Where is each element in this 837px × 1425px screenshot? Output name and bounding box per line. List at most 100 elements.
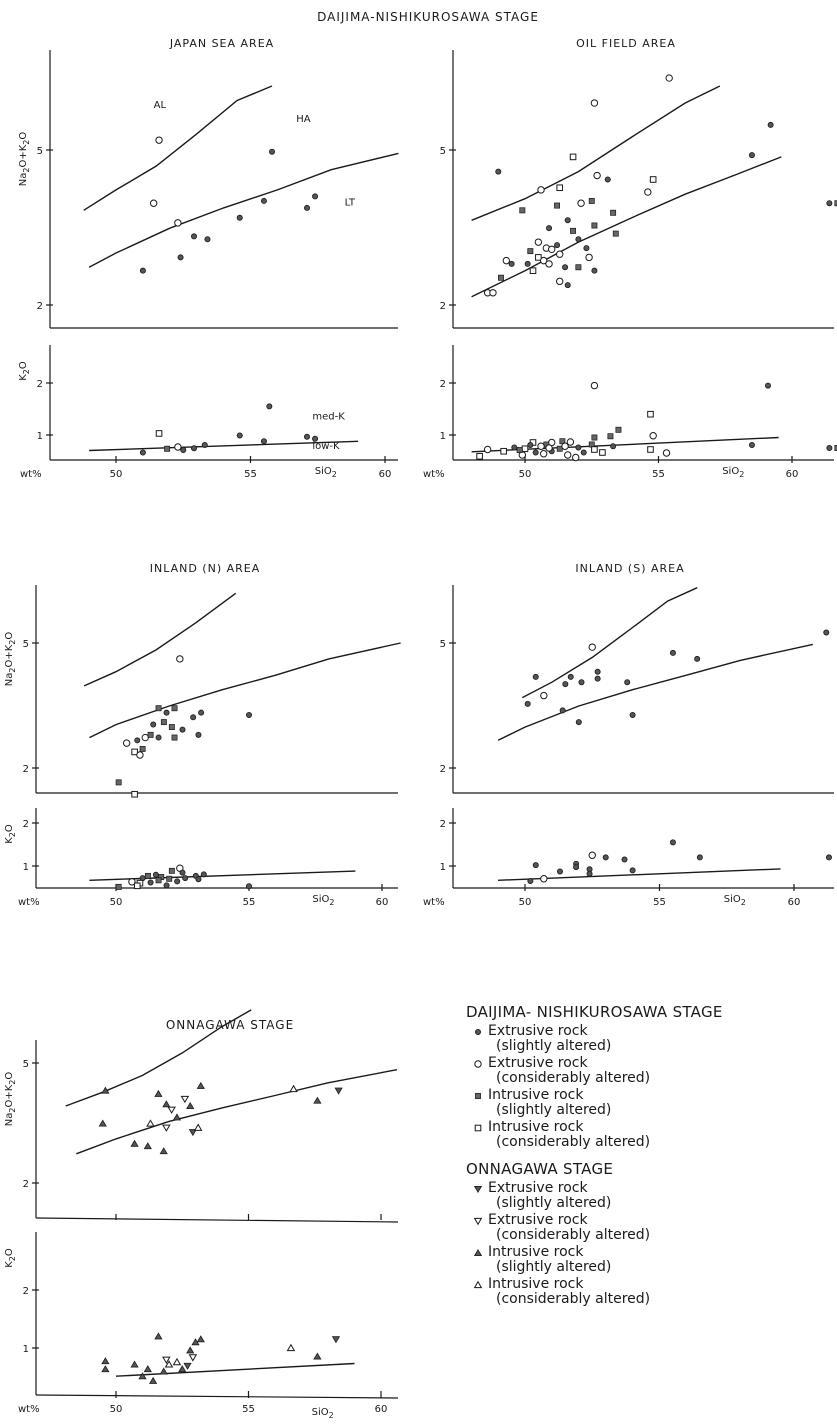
legend-label: Intrusive rock: [488, 1087, 584, 1103]
data-point: [312, 193, 319, 200]
data-point: [136, 751, 144, 759]
data-point: [176, 655, 184, 663]
x-unit-label: wt%: [423, 897, 445, 908]
legend-symbol-icon: [472, 1056, 488, 1070]
data-point: [289, 1084, 298, 1093]
data-point: [147, 731, 154, 738]
data-point: [562, 264, 569, 271]
data-point: [143, 1365, 152, 1373]
data-point: [334, 1087, 343, 1095]
data-point: [624, 679, 631, 686]
data-point: [532, 673, 539, 680]
lower-y-label: K2O: [4, 1248, 17, 1268]
data-point: [141, 733, 149, 742]
data-point: [101, 1086, 110, 1094]
data-point: [155, 136, 163, 144]
data-point: [98, 1119, 107, 1127]
data-point: [101, 1365, 110, 1373]
data-point: [155, 734, 162, 741]
data-point: [154, 1089, 163, 1097]
data-point: [179, 869, 186, 876]
data-point: [245, 883, 252, 890]
panel-title-inland-s: INLAND (S) AREA: [575, 562, 684, 575]
lower-y-tick-label: 2: [23, 819, 29, 830]
data-point: [588, 643, 596, 651]
legend-label: Extrusive rock: [488, 1180, 588, 1196]
data-point: [748, 441, 755, 448]
data-point: [139, 449, 146, 456]
x-unit-label: wt%: [20, 469, 42, 480]
chart-oil-field: OIL FIELD AREA 2 5 1 2 50 55 60 wt% SiO2: [423, 37, 837, 480]
data-point: [748, 152, 755, 159]
data-point: [149, 1376, 158, 1384]
k-divider-line: [89, 870, 356, 881]
legend-sublabel: (considerably altered): [496, 1227, 651, 1243]
legend-sublabel: (slightly altered): [496, 1102, 612, 1118]
data-point: [588, 197, 595, 204]
data-point: [155, 430, 163, 437]
legend-item: Intrusive rock (considerably altered): [472, 1277, 834, 1307]
x-axis-label: SiO2: [312, 1407, 334, 1420]
data-point: [546, 225, 553, 232]
upper-y-tick-label: 5: [23, 1059, 29, 1070]
data-point: [575, 236, 582, 243]
main-title: DAIJIMA-NISHIKUROSAWA STAGE: [317, 10, 539, 24]
data-point: [171, 705, 178, 712]
legend-marker: [473, 1186, 483, 1193]
legend-sublabel: (slightly altered): [496, 1195, 612, 1211]
legend-item: Extrusive rock (slightly altered): [472, 1181, 834, 1211]
data-point: [200, 871, 207, 878]
data-point: [179, 726, 186, 733]
data-point: [649, 432, 657, 440]
data-point: [172, 1357, 182, 1366]
lower-x-tick-label: 55: [653, 897, 666, 908]
lower-x-tick-label: 60: [379, 469, 392, 480]
data-point: [537, 186, 545, 194]
data-point: [521, 445, 529, 453]
data-point: [826, 444, 833, 451]
lower-x-tick-label: 60: [375, 1404, 388, 1415]
data-point: [182, 875, 189, 882]
lower-y-label: K2O: [18, 361, 31, 381]
data-point: [115, 779, 122, 786]
data-point: [193, 1123, 203, 1131]
legend-marker: [474, 1060, 482, 1068]
legend-item: Intrusive rock (slightly altered): [472, 1088, 834, 1118]
legend-item: Intrusive rock (slightly altered): [472, 1245, 834, 1275]
data-point: [152, 871, 159, 878]
data-point: [591, 434, 598, 441]
data-point: [572, 453, 580, 462]
legend-stage1-title: DAIJIMA- NISHIKUROSAWA STAGE: [466, 1003, 723, 1021]
data-point: [166, 875, 173, 882]
upper-y-tick-label: 2: [440, 301, 446, 312]
lower-y-tick-label: 2: [37, 379, 43, 390]
boundary-al: [83, 592, 237, 687]
boundary-al: [83, 85, 273, 211]
data-point: [516, 447, 523, 453]
data-point: [537, 442, 545, 450]
data-point: [590, 99, 599, 107]
legend-label: Extrusive rock: [488, 1023, 588, 1039]
legend-sublabel: (considerably altered): [496, 1134, 651, 1150]
legend-sublabel: (considerably altered): [496, 1291, 651, 1307]
x-unit-label: wt%: [423, 469, 445, 480]
legend-marker: [473, 1249, 483, 1256]
lower-x-axis: [35, 1394, 399, 1399]
data-point: [495, 168, 502, 175]
data-point: [578, 679, 585, 686]
lower-x-tick-label: 50: [110, 469, 123, 480]
legend-stage2-items: Extrusive rock (slightly altered) Extrusiv…: [466, 1181, 834, 1307]
data-point: [163, 882, 170, 889]
data-point: [825, 854, 832, 861]
data-point: [190, 714, 197, 721]
data-point: [527, 877, 534, 884]
data-point: [585, 253, 593, 262]
lower-x-tick-label: 60: [788, 897, 801, 908]
data-point: [764, 382, 771, 389]
data-point: [564, 451, 572, 459]
data-point: [476, 452, 483, 460]
data-point: [540, 875, 548, 883]
data-point: [602, 854, 609, 861]
legend-sublabel: (slightly altered): [496, 1259, 612, 1275]
data-point: [186, 1346, 195, 1354]
